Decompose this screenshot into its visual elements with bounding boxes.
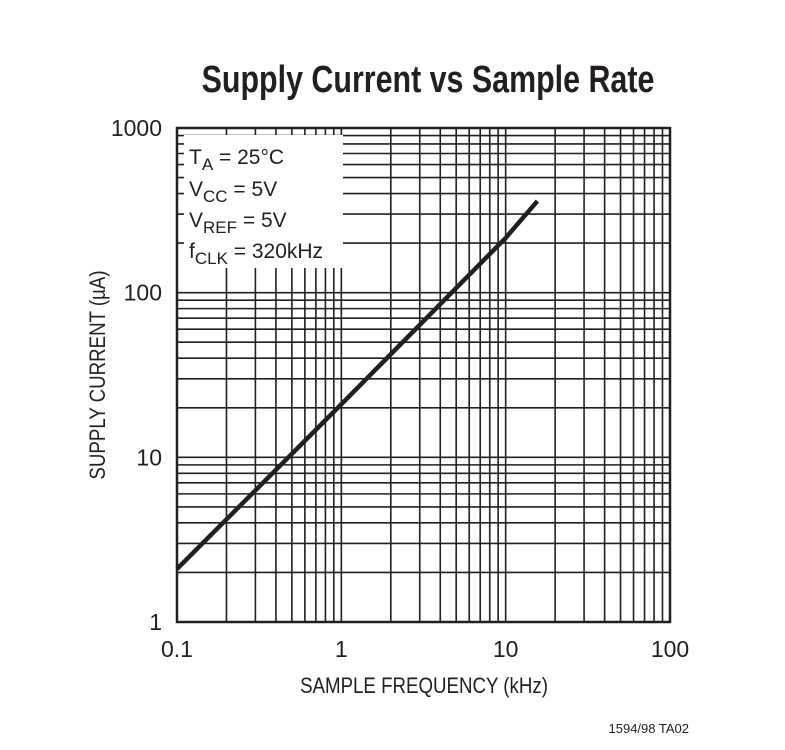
y-tick-label: 100 [124,280,162,306]
y-tick-label: 1000 [111,115,162,141]
y-tick-label: 10 [136,444,162,470]
legend-box [184,135,343,268]
series [175,199,540,571]
legend-ta: TA = 25°C [189,146,284,174]
legend-vref: VREF = 5V [189,209,287,237]
x-tick-label: 100 [651,636,689,662]
chart-title: Supply Current vs Sample Rate [202,59,655,101]
legend-fclk: fCLK = 320kHz [189,240,323,268]
legend-vcc: VCC = 5V [189,178,277,206]
x-tick-label: 0.1 [161,636,193,662]
plot-frame [175,126,672,624]
y-axis-label: SUPPLY CURRENT (µA) [87,270,111,479]
series-line [175,199,540,571]
x-tick-label: 1 [335,636,348,662]
y-tick-label: 1 [149,609,162,635]
x-tick-label: 10 [493,636,519,662]
footnote: 1594/98 TA02 [609,721,689,736]
x-axis-label: SAMPLE FREQUENCY (kHz) [300,675,548,699]
legend: TA = 25°C VCC = 5V VREF = 5V fCLK = 320k… [189,146,323,268]
